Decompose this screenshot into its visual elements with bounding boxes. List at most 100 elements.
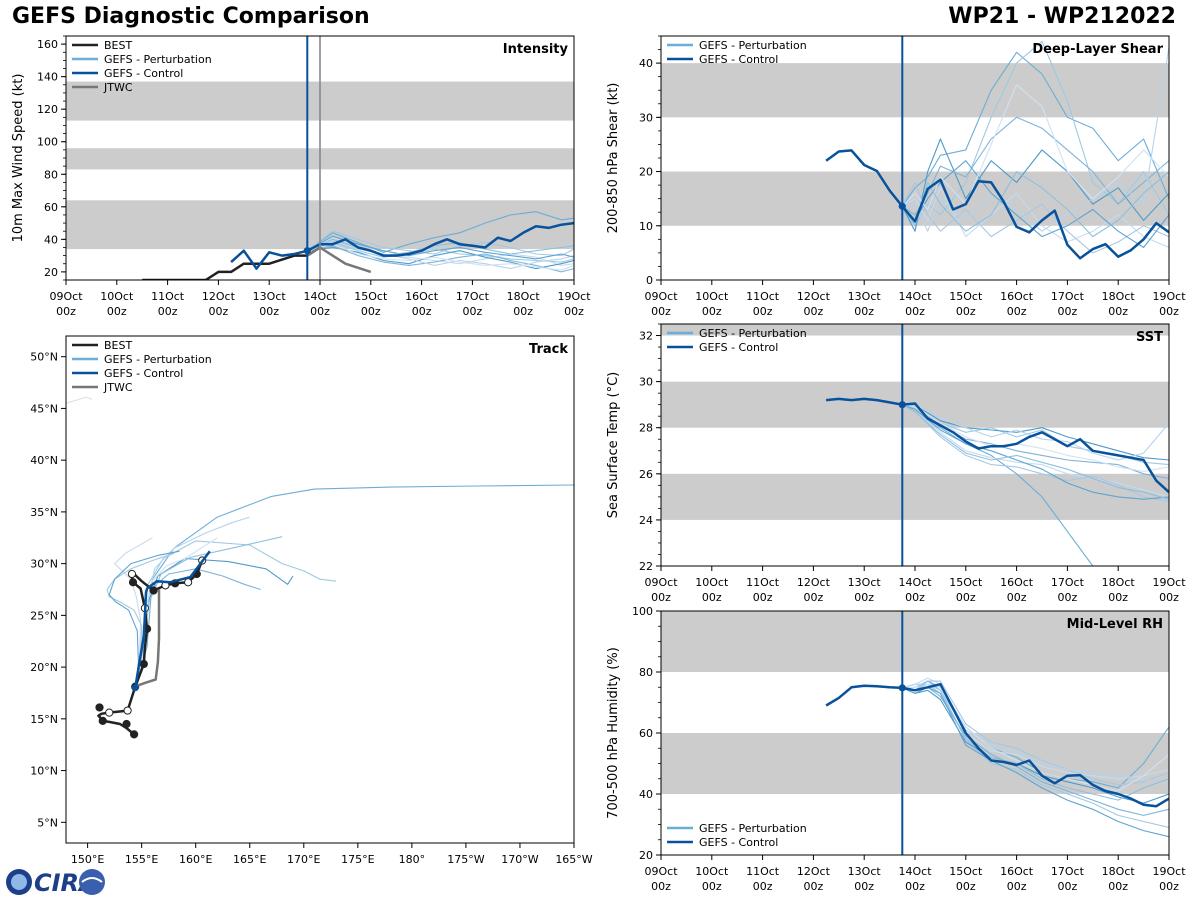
sst-current-time-marker bbox=[898, 401, 906, 409]
shear-perturbation-line bbox=[901, 171, 1169, 238]
shear-x-tick-label-line: 00z bbox=[804, 305, 824, 318]
rh-x-tick-label: 18Oct 00z bbox=[1102, 865, 1136, 893]
sst-shade-band bbox=[661, 324, 1169, 336]
rh-x-tick-label-line: 17Oct bbox=[1051, 865, 1085, 878]
sst-x-tick-label-line: 13Oct bbox=[848, 576, 882, 589]
track-best-position-marker bbox=[122, 719, 131, 729]
shear-y-tick-label: 20 bbox=[639, 166, 653, 179]
sst-x-tick-label-line: 00z bbox=[1108, 591, 1128, 604]
sst-x-tick-label-line: 00z bbox=[1007, 591, 1027, 604]
intensity-x-tick-label-line: 17Oct bbox=[456, 290, 490, 303]
rh-y-tick-label: 100 bbox=[632, 605, 653, 618]
sst-perturbation-line bbox=[902, 404, 1169, 503]
rh-legend-label: GEFS - Control bbox=[699, 836, 778, 849]
track-control-line bbox=[133, 550, 211, 689]
sst-perturbation-line bbox=[902, 404, 1169, 461]
intensity-y-tick-label: 60 bbox=[44, 201, 58, 214]
intensity-current-time-marker bbox=[303, 247, 311, 255]
track-best-position-marker bbox=[105, 708, 114, 717]
intensity-x-tick-label-line: 18Oct bbox=[507, 290, 541, 303]
intensity-legend-label: GEFS - Perturbation bbox=[104, 53, 212, 66]
sst-x-tick-label-line: 16Oct bbox=[1000, 576, 1034, 589]
rh-perturbation-line bbox=[902, 677, 1169, 780]
rh-x-tick-label-line: 15Oct bbox=[949, 865, 983, 878]
track-x-tick-label: 180° bbox=[399, 853, 426, 866]
shear-x-tick-label-line: 17Oct bbox=[1051, 290, 1085, 303]
shear-shade-band bbox=[661, 63, 1169, 118]
sst-y-axis-label: Sea Surface Temp (°C) bbox=[606, 372, 621, 519]
shear-x-tick-label-line: 16Oct bbox=[1000, 290, 1034, 303]
track-panel: 5°N 10°N 15°N 20°N 25°N 30°N 35°N 40°N 45°N 50°N 1… bbox=[30, 335, 593, 866]
intensity-perturbation-line bbox=[306, 230, 574, 257]
sst-x-tick-label: 12Oct 00z bbox=[797, 576, 831, 604]
shear-x-tick-label-line: 00z bbox=[651, 305, 671, 318]
track-x-tick-label: 150°E bbox=[71, 853, 104, 866]
intensity-perturbation-line bbox=[307, 235, 574, 260]
sst-perturbation-line bbox=[902, 404, 1169, 500]
intensity-y-tick-label: 40 bbox=[44, 233, 58, 246]
rh-x-tick-label-line: 00z bbox=[1007, 880, 1027, 893]
rh-x-tick-label-line: 14Oct bbox=[898, 865, 932, 878]
rh-current-time-marker bbox=[898, 684, 906, 692]
track-perturbation-line bbox=[135, 568, 261, 688]
sst-axes-frame bbox=[660, 323, 1170, 567]
rh-x-tick-label: 16Oct 00z bbox=[1000, 865, 1034, 893]
intensity-x-tick-label-line: 00z bbox=[56, 305, 76, 318]
rh-x-tick-label-line: 00z bbox=[854, 880, 874, 893]
rh-x-tick-label-line: 00z bbox=[1108, 880, 1128, 893]
shear-x-tick-label-line: 00z bbox=[702, 305, 722, 318]
track-control-start-marker bbox=[131, 684, 139, 692]
rh-shade-band bbox=[661, 611, 1169, 672]
rh-x-tick-label: 19Oct 00z bbox=[1152, 865, 1186, 893]
track-best-position-marker bbox=[128, 578, 138, 587]
track-y-tick-label: 5°N bbox=[37, 816, 58, 829]
sst-y-tick-label: 30 bbox=[639, 376, 653, 389]
sst-plot-area bbox=[661, 324, 1169, 566]
shear-x-tick-label: 09Oct 00z bbox=[644, 290, 678, 318]
track-legend-label: BEST bbox=[104, 339, 132, 352]
intensity-x-tick-label-line: 15Oct bbox=[354, 290, 388, 303]
intensity-x-tick-label-line: 09Oct bbox=[49, 290, 83, 303]
track-x-tick-label: 160°E bbox=[179, 853, 212, 866]
track-y-tick-label: 40°N bbox=[30, 454, 58, 467]
rh-x-tick-label-line: 13Oct bbox=[848, 865, 882, 878]
sst-legend-label: GEFS - Control bbox=[699, 341, 778, 354]
rh-legend-label: GEFS - Perturbation bbox=[699, 822, 807, 835]
sst-control-line bbox=[825, 397, 1169, 494]
track-x-tick-label: 170°E bbox=[287, 853, 320, 866]
shear-x-tick-label-line: 10Oct bbox=[695, 290, 729, 303]
intensity-x-tick-label: 12Oct 00z bbox=[202, 290, 236, 318]
intensity-x-tick-label-line: 13Oct bbox=[253, 290, 287, 303]
track-legend-label: GEFS - Perturbation bbox=[104, 353, 212, 366]
sst-legend-label: GEFS - Perturbation bbox=[699, 327, 807, 340]
rh-x-tick-label-line: 12Oct bbox=[797, 865, 831, 878]
sst-x-tick-label-line: 00z bbox=[956, 591, 976, 604]
intensity-x-tick-label: 18Oct 00z bbox=[507, 290, 541, 318]
intensity-perturbation-line bbox=[306, 211, 574, 253]
rh-x-tick-label-line: 00z bbox=[702, 880, 722, 893]
sst-x-tick-label-line: 00z bbox=[804, 591, 824, 604]
sst-y-tick-label: 32 bbox=[639, 330, 653, 343]
sst-perturbation-line bbox=[902, 404, 1169, 498]
sst-x-tick-label: 17Oct 00z bbox=[1051, 576, 1085, 604]
shear-current-time-marker bbox=[898, 202, 906, 210]
track-y-tick-label: 10°N bbox=[30, 765, 58, 778]
cira-logo-swoosh bbox=[81, 877, 103, 883]
shear-perturbation-line bbox=[901, 160, 1169, 249]
rh-x-tick-label-line: 11Oct bbox=[746, 865, 780, 878]
rh-panel-title: Mid-Level RH bbox=[1067, 617, 1163, 632]
track-x-tick-label: 170°W bbox=[501, 853, 538, 866]
rh-plot-area bbox=[661, 611, 1169, 855]
track-best-position-marker bbox=[149, 586, 158, 595]
shear-perturbation-line bbox=[902, 46, 1169, 232]
track-plot-area bbox=[66, 396, 574, 739]
track-y-tick-label: 20°N bbox=[30, 661, 58, 674]
rh-x-tick-label-line: 00z bbox=[1159, 880, 1179, 893]
track-y-tick-label: 30°N bbox=[30, 558, 58, 571]
intensity-y-tick-label: 100 bbox=[37, 136, 58, 149]
rh-x-tick-label-line: 00z bbox=[956, 880, 976, 893]
